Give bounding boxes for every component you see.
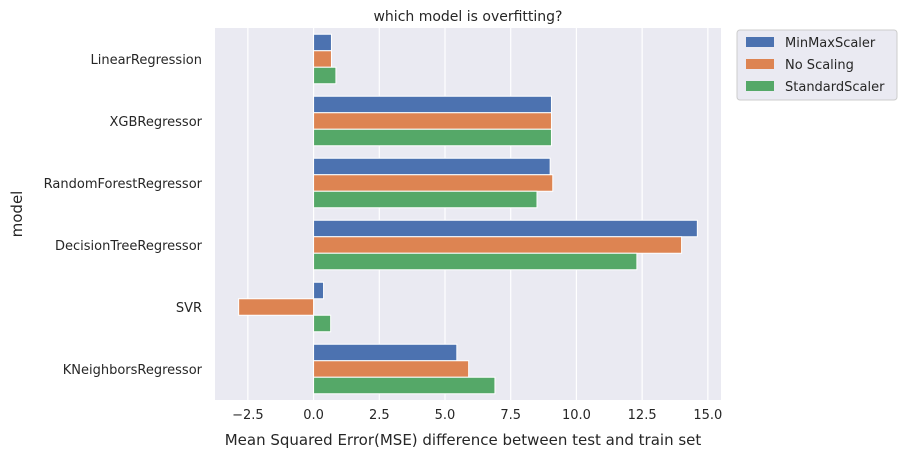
x-tick-label: −2.5: [232, 408, 264, 423]
bar-minmaxscaler: [313, 95, 552, 114]
x-tick-label: 5.0: [435, 408, 456, 423]
legend-label: StandardScaler: [785, 80, 885, 95]
bar-no-scaling: [313, 112, 552, 130]
legend-swatch: [746, 81, 774, 91]
y-tick-label: LinearRegression: [90, 53, 202, 68]
x-tick-label: 15.0: [693, 408, 722, 423]
x-tick-label: 10.0: [562, 408, 591, 423]
legend-frame: [736, 29, 898, 101]
legend: MinMaxScaler No Scaling StandardScaler: [736, 29, 898, 101]
y-tick-labels: LinearRegression XGBRegressor RandomForest…: [44, 53, 203, 378]
bar-standardscaler: [313, 190, 538, 209]
bar-standardscaler: [313, 314, 332, 333]
legend-label: MinMaxScaler: [785, 36, 876, 51]
grid-lines: [247, 28, 709, 400]
bar-no-scaling: [313, 174, 554, 192]
legend-label: No Scaling: [785, 58, 854, 73]
bar-minmaxscaler: [313, 157, 551, 176]
bar-no-scaling: [313, 50, 332, 68]
y-tick-label: XGBRegressor: [110, 115, 203, 130]
bar-minmaxscaler: [313, 219, 698, 238]
x-tick-label: 2.5: [369, 408, 390, 423]
y-tick-label: RandomForestRegressor: [44, 177, 203, 192]
x-axis-title: Mean Squared Error(MSE) difference betwe…: [225, 431, 702, 449]
bar-standardscaler: [313, 252, 638, 271]
bar-minmaxscaler: [313, 343, 458, 362]
plot-background: [215, 28, 721, 400]
x-tick-label: 12.5: [628, 408, 657, 423]
bar-standardscaler: [313, 66, 337, 85]
bar-no-scaling: [313, 236, 683, 254]
bar-standardscaler: [313, 376, 496, 395]
y-axis-title: model: [8, 191, 26, 238]
chart-title: which model is overfitting?: [373, 9, 562, 25]
x-tick-labels: −2.5 0.0 2.5 5.0 7.5 10.0 12.5 15.0: [232, 408, 722, 423]
bar-minmaxscaler: [313, 33, 332, 52]
bar-standardscaler: [313, 128, 552, 147]
bar-minmaxscaler: [313, 281, 325, 300]
bar-no-scaling: [313, 360, 470, 378]
x-tick-label: 0.0: [303, 408, 324, 423]
x-tick-label: 7.5: [500, 408, 521, 423]
legend-swatch: [746, 37, 774, 47]
y-tick-label: SVR: [176, 301, 202, 316]
y-tick-label: KNeighborsRegressor: [63, 363, 203, 378]
legend-swatch: [746, 59, 774, 69]
y-tick-label: DecisionTreeRegressor: [55, 239, 203, 254]
bars: [238, 33, 698, 395]
bar-no-scaling: [238, 298, 315, 316]
